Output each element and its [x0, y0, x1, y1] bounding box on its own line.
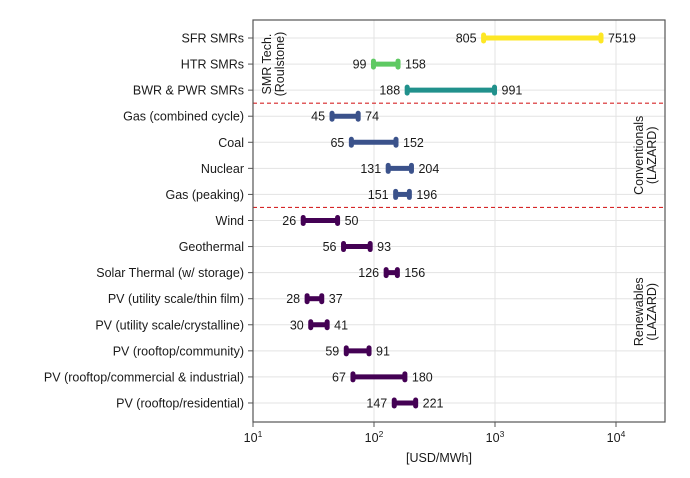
value-label-high: 93	[377, 240, 391, 254]
value-label-high: 152	[403, 136, 424, 150]
value-label-high: 37	[329, 292, 343, 306]
value-label-high: 204	[418, 162, 439, 176]
y-tick-label: Solar Thermal (w/ storage)	[96, 266, 244, 280]
value-label-high: 221	[423, 396, 444, 410]
range-cap-high	[355, 110, 361, 122]
y-tick-label: Geothermal	[179, 240, 244, 254]
range-cap-high	[367, 241, 373, 253]
value-label-low: 151	[368, 188, 389, 202]
value-label-low: 188	[379, 84, 400, 98]
y-tick-label: PV (utility scale/crystalline)	[95, 318, 244, 332]
group-label: SMR Tech.(Roulstone)	[260, 32, 287, 97]
y-tick-label: Gas (combined cycle)	[123, 110, 244, 124]
range-cap-high	[395, 58, 401, 70]
value-label-low: 26	[282, 214, 296, 228]
value-label-low: 67	[332, 370, 346, 384]
value-label-high: 180	[412, 370, 433, 384]
y-tick-label: Nuclear	[201, 162, 244, 176]
value-label-high: 158	[405, 58, 426, 72]
value-label-low: 30	[290, 318, 304, 332]
plot-frame	[252, 19, 666, 423]
y-tick-label: Coal	[218, 136, 244, 150]
range-cap-high	[366, 345, 372, 357]
range-cap-low	[393, 188, 399, 200]
y-tick-label: PV (utility scale/thin film)	[108, 292, 244, 306]
range-cap-low	[348, 136, 354, 148]
y-axis: SFR SMRs HTR SMRs BWR & PWR SMRs Gas (combi…	[44, 32, 253, 410]
value-label-low: 147	[366, 396, 387, 410]
group-separators	[253, 102, 665, 209]
range-cap-low	[404, 84, 410, 96]
x-axis: 101 102 103 104	[244, 422, 626, 445]
value-label-high: 156	[404, 266, 425, 280]
value-labels: 805 7519 99 158 188 991 45 74 65 152 131 204 151 196 2…	[282, 32, 636, 411]
range-cap-high	[324, 319, 330, 331]
range-cap-low	[341, 241, 347, 253]
range-cap-high	[402, 371, 408, 383]
range-cap-high	[335, 214, 341, 226]
y-tick-label: PV (rooftop/community)	[113, 344, 244, 358]
range-cap-high	[492, 84, 498, 96]
group-labels: SMR Tech.(Roulstone) Conventionals(LAZARD…	[260, 32, 659, 346]
range-cap-low	[343, 345, 349, 357]
value-label-low: 28	[286, 292, 300, 306]
range-cap-high	[319, 293, 325, 305]
y-tick-label: Gas (peaking)	[165, 188, 244, 202]
value-label-low: 131	[360, 162, 381, 176]
range-cap-low	[350, 371, 356, 383]
value-label-low: 805	[456, 32, 477, 46]
range-cap-high	[394, 267, 400, 279]
value-label-high: 196	[416, 188, 437, 202]
x-axis-label: [USD/MWh]	[406, 451, 472, 465]
range-cap-low	[329, 110, 335, 122]
value-label-high: 91	[376, 344, 390, 358]
range-cap-low	[300, 214, 306, 226]
range-cap-high	[413, 397, 419, 409]
range-cap-low	[383, 267, 389, 279]
range-cap-high	[406, 188, 412, 200]
y-tick-label: PV (rooftop/residential)	[116, 396, 244, 410]
range-cap-low	[391, 397, 397, 409]
y-tick-label: BWR & PWR SMRs	[133, 84, 244, 98]
range-cap-low	[308, 319, 314, 331]
y-tick-label: SFR SMRs	[182, 32, 245, 46]
value-label-low: 65	[330, 136, 344, 150]
y-tick-label: HTR SMRs	[181, 58, 244, 72]
range-cap-low	[385, 162, 391, 174]
y-tick-label: Wind	[216, 214, 245, 228]
value-label-low: 56	[323, 240, 337, 254]
value-label-high: 74	[365, 110, 379, 124]
range-bars	[300, 32, 604, 409]
x-tick-label: 103	[486, 429, 505, 445]
value-label-high: 41	[334, 318, 348, 332]
range-cap-low	[481, 32, 487, 44]
value-label-low: 99	[353, 58, 367, 72]
value-label-high: 991	[502, 84, 523, 98]
range-cap-low	[370, 58, 376, 70]
value-label-high: 7519	[608, 32, 636, 46]
value-label-low: 45	[311, 110, 325, 124]
range-cap-high	[408, 162, 414, 174]
group-label: Renewables(LAZARD)	[632, 277, 659, 346]
x-tick-label: 104	[607, 429, 626, 445]
group-label: Conventionals(LAZARD)	[632, 116, 659, 195]
range-cap-high	[598, 32, 604, 44]
value-label-high: 50	[345, 214, 359, 228]
y-tick-label: PV (rooftop/commercial & industrial)	[44, 370, 244, 384]
x-tick-label: 102	[365, 429, 384, 445]
range-cap-low	[304, 293, 310, 305]
x-tick-label: 101	[244, 429, 263, 445]
range-cap-high	[393, 136, 399, 148]
value-label-low: 59	[325, 344, 339, 358]
value-label-low: 126	[358, 266, 379, 280]
